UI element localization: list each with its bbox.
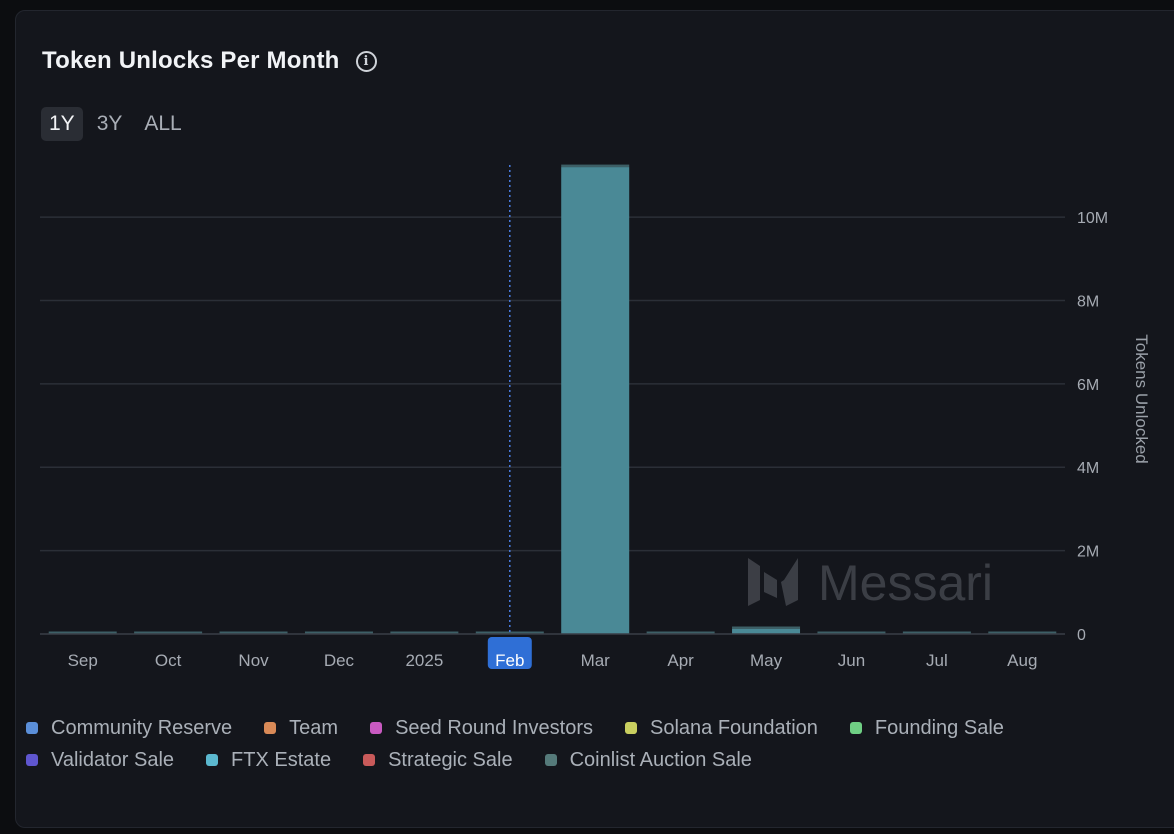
legend-swatch (206, 754, 219, 766)
range-button-1y[interactable]: 1Y (41, 107, 83, 141)
legend-label: Solana Foundation (649, 716, 818, 739)
legend-item[interactable]: Solana Foundation (624, 716, 818, 740)
bar-feb-coinlist-auction-sale (475, 631, 544, 634)
bar-chart: 0 2M 4M 6M 8M 10M Tokens Unlocked Messari Sep Oct… (40, 164, 1151, 670)
x-tick-label: Jul (926, 651, 948, 670)
range-selector: 1Y 3Y ALL (41, 107, 190, 141)
x-tick-label: Sep (68, 651, 98, 670)
legend-label: Community Reserve (51, 716, 233, 739)
legend-item[interactable]: Team (264, 716, 338, 740)
y-axis-title: Tokens Unlocked (1132, 334, 1151, 463)
legend-swatch (544, 754, 557, 766)
x-tick-label: Jun (838, 651, 865, 670)
bar-apr-coinlist-auction-sale (646, 631, 715, 634)
x-tick-label: May (750, 651, 783, 670)
y-tick-label: 4M (1077, 460, 1099, 477)
bar-may-ftx-estate (732, 628, 801, 634)
bar-mar-ftx-estate (561, 167, 630, 634)
legend-swatch (264, 722, 277, 734)
y-tick-label: 0 (1077, 627, 1086, 644)
chart-title: Token Unlocks Per Month (42, 47, 340, 74)
x-tick-label: Oct (155, 651, 182, 670)
legend-swatch (363, 754, 376, 766)
chart-header: Token Unlocks Per Month i (42, 47, 377, 75)
y-tick-label: 2M (1077, 544, 1099, 561)
bar-jun-coinlist-auction-sale (817, 631, 886, 634)
bar-2025-coinlist-auction-sale (390, 631, 459, 634)
x-tick-label: Apr (667, 651, 694, 670)
bar-oct-coinlist-auction-sale (134, 631, 203, 634)
x-tick-label: Nov (238, 651, 269, 670)
messari-logo-icon (748, 558, 798, 606)
chart-legend: Community Reserve Team Seed Round Investor… (26, 716, 1066, 772)
x-tick-label: Mar (581, 651, 611, 670)
legend-swatch (26, 754, 38, 766)
x-tick-label: Dec (324, 651, 355, 670)
legend-item[interactable]: Founding Sale (849, 716, 1004, 740)
legend-swatch (849, 722, 862, 734)
messari-watermark: Messari (748, 555, 993, 611)
y-tick-label: 8M (1077, 293, 1099, 310)
legend-item[interactable]: Strategic Sale (363, 748, 513, 772)
highlight-label-bg (487, 637, 532, 669)
legend-label: FTX Estate (231, 748, 332, 771)
legend-item[interactable]: Community Reserve (26, 716, 232, 740)
legend-item[interactable]: Validator Sale (26, 748, 174, 772)
bar-may-coinlist-auction-sale (732, 626, 801, 629)
legend-swatch (370, 722, 383, 734)
legend-label: Founding Sale (874, 716, 1004, 739)
x-tick-label: 2025 (405, 651, 443, 670)
legend-label: Coinlist Auction Sale (569, 748, 752, 771)
legend-label: Seed Round Investors (395, 716, 593, 739)
legend-label: Validator Sale (51, 748, 175, 771)
range-button-3y[interactable]: 3Y (89, 107, 131, 141)
legend-item[interactable]: FTX Estate (206, 748, 331, 772)
legend-item[interactable]: Seed Round Investors (370, 716, 593, 740)
bar-sep-coinlist-auction-sale (48, 631, 117, 634)
legend-label: Strategic Sale (388, 748, 513, 771)
bar-nov-coinlist-auction-sale (219, 631, 288, 634)
x-tick-label: Aug (1007, 651, 1037, 670)
watermark-text: Messari (818, 555, 993, 611)
bar-dec-coinlist-auction-sale (304, 631, 373, 634)
info-icon[interactable]: i (355, 50, 377, 72)
y-tick-label: 6M (1077, 377, 1099, 394)
legend-label: Team (289, 716, 339, 739)
range-button-all[interactable]: ALL (136, 107, 189, 141)
legend-swatch (624, 722, 637, 734)
y-tick-label: 10M (1077, 210, 1108, 227)
x-tick-label: Feb (495, 651, 524, 670)
legend-item[interactable]: Coinlist Auction Sale (544, 748, 752, 772)
bar-aug-coinlist-auction-sale (988, 631, 1057, 634)
bar-mar-coinlist-auction-sale (561, 164, 630, 168)
bar-jul-coinlist-auction-sale (902, 631, 971, 634)
legend-swatch (26, 722, 38, 734)
